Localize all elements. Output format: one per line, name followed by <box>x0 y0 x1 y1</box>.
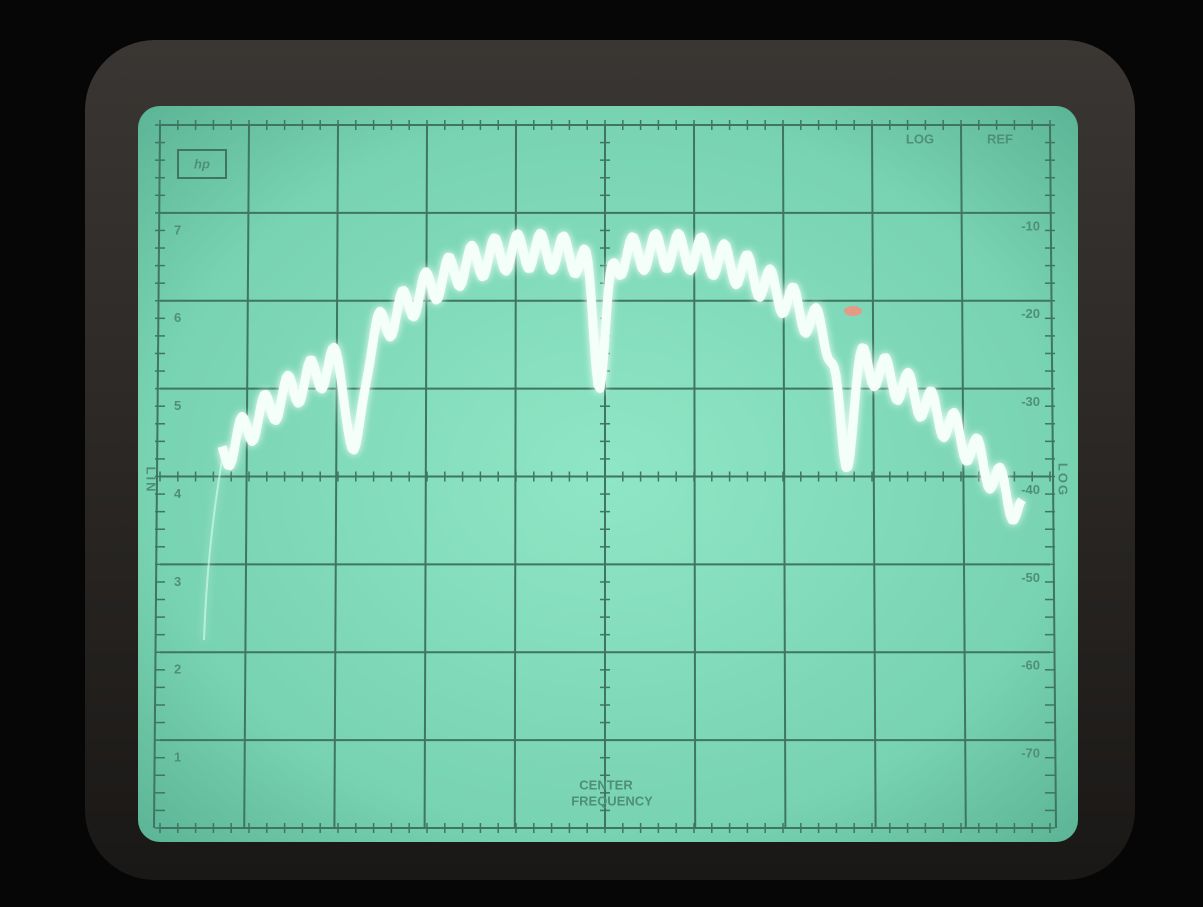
left-scale-label: 7 <box>174 222 181 237</box>
screen <box>138 106 1078 842</box>
center-label: FREQUENCY <box>571 793 653 808</box>
left-scale-label: 3 <box>174 574 181 589</box>
left-mode-label: LIN <box>144 467 159 494</box>
top-label: REF <box>987 131 1013 146</box>
right-scale-label: -40 <box>1021 482 1040 497</box>
right-scale-label: -50 <box>1021 570 1040 585</box>
page: {"screen": { "logo": "hp", "top_labels":… <box>0 0 1203 907</box>
left-scale-label: 2 <box>174 662 181 677</box>
right-scale-label: -70 <box>1021 746 1040 761</box>
left-scale-label: 5 <box>174 398 181 413</box>
left-scale-label: 6 <box>174 310 181 325</box>
center-label: CENTER <box>579 777 633 792</box>
left-scale-label: 1 <box>174 750 181 765</box>
logo: hp <box>194 156 210 171</box>
scope-photo: hp LOG REF CENTER FREQUENCY -10 -20 -30 -40… <box>0 0 1203 907</box>
left-scale-label: 4 <box>174 486 182 501</box>
right-scale-label: -30 <box>1021 394 1040 409</box>
top-label: LOG <box>906 131 934 146</box>
right-scale-label: -20 <box>1021 306 1040 321</box>
right-scale-label: -60 <box>1021 658 1040 673</box>
reflection <box>844 306 862 316</box>
right-scale-label: -10 <box>1021 218 1040 233</box>
right-mode-label: LOG <box>1056 463 1071 497</box>
